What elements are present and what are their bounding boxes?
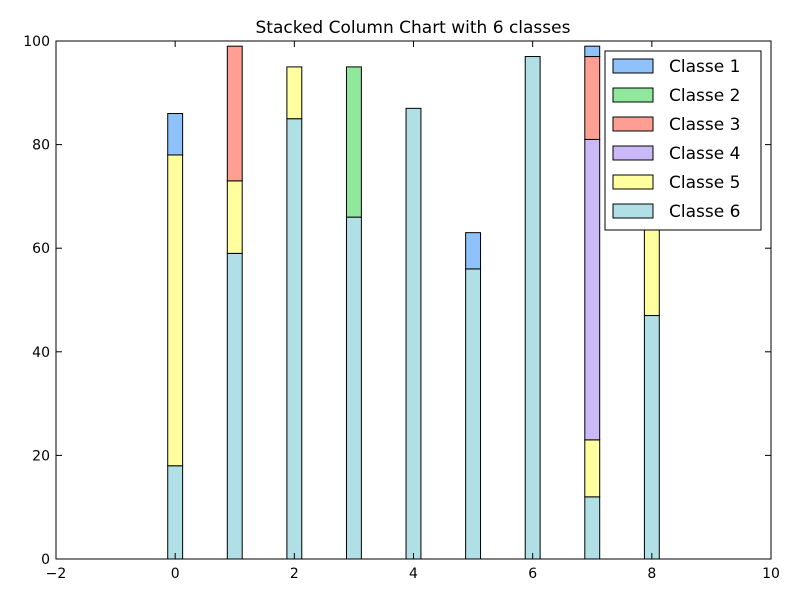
legend: Classe 1 Classe 2 Classe 3 Classe 4 Classe 5… (604, 50, 762, 231)
bar-segment-classe-5-x8 (643, 226, 660, 317)
bar-segment-classe-6-x2 (286, 118, 303, 560)
y-tick-label: 80 (32, 138, 50, 154)
bars-layer (167, 45, 660, 560)
bar-segment-classe-1-x7 (584, 45, 601, 58)
y-tick-label: 40 (32, 345, 50, 361)
bar-segment-classe-5-x0 (167, 154, 184, 467)
legend-swatch-classe-4 (612, 145, 654, 161)
bar-segment-classe-3-x1 (226, 45, 243, 182)
bar-segment-classe-6-x5 (465, 268, 482, 560)
x-tick-label: −2 (46, 566, 67, 582)
chart-title: Stacked Column Chart with 6 classes (256, 18, 571, 38)
legend-label-classe-6: Classe 6 (669, 202, 740, 222)
x-tick-label: 2 (290, 566, 299, 582)
bar-segment-classe-1-x0 (167, 113, 184, 156)
x-tick-label: 10 (762, 566, 780, 582)
legend-swatch-classe-6 (612, 203, 654, 219)
bar-segment-classe-6-x3 (345, 216, 362, 560)
bar-segment-classe-5-x7 (584, 439, 601, 498)
bar-segment-classe-1-x5 (465, 232, 482, 270)
x-tick-label: 0 (171, 566, 180, 582)
bar-segment-classe-3-x7 (584, 56, 601, 140)
bar-segment-classe-6-x8 (643, 315, 660, 560)
legend-label-classe-4: Classe 4 (669, 144, 740, 164)
bar-segment-classe-6-x7 (584, 496, 601, 560)
y-tick-label: 20 (32, 448, 50, 464)
y-tick-label: 100 (23, 34, 50, 50)
x-tick-label: 8 (647, 566, 656, 582)
legend-swatch-classe-3 (612, 116, 654, 132)
bar-segment-classe-5-x1 (226, 180, 243, 254)
legend-label-classe-5: Classe 5 (669, 173, 740, 193)
legend-label-classe-1: Classe 1 (669, 57, 740, 77)
y-tick-label: 60 (32, 241, 50, 257)
bar-segment-classe-6-x0 (167, 465, 184, 560)
legend-label-classe-2: Classe 2 (669, 86, 740, 106)
legend-label-classe-3: Classe 3 (669, 115, 740, 135)
x-tick-label: 4 (409, 566, 418, 582)
bar-segment-classe-2-x3 (345, 66, 362, 218)
legend-box (604, 50, 762, 231)
legend-swatch-classe-5 (612, 174, 654, 190)
legend-swatch-classe-1 (612, 58, 654, 74)
y-tick-label: 0 (41, 552, 50, 568)
bar-segment-classe-6-x1 (226, 252, 243, 560)
bar-segment-classe-4-x7 (584, 138, 601, 441)
x-tick-label: 6 (528, 566, 537, 582)
bar-segment-classe-6-x6 (524, 56, 541, 560)
bar-segment-classe-5-x2 (286, 66, 303, 120)
legend-swatch-classe-2 (612, 87, 654, 103)
bar-segment-classe-6-x4 (405, 107, 422, 560)
